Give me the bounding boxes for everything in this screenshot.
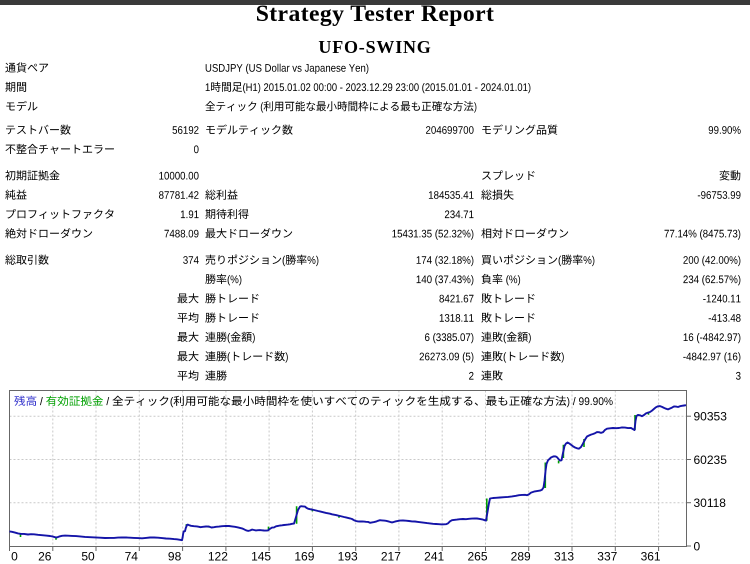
svg-text:145: 145 <box>251 549 271 563</box>
svg-text:169: 169 <box>294 549 314 563</box>
svg-text:26: 26 <box>38 549 52 563</box>
svg-text:98: 98 <box>168 549 182 563</box>
svg-text:74: 74 <box>125 549 139 563</box>
svg-text:265: 265 <box>467 549 487 563</box>
svg-text:361: 361 <box>641 549 661 563</box>
svg-text:193: 193 <box>338 549 358 563</box>
svg-text:122: 122 <box>208 549 228 563</box>
svg-text:30118: 30118 <box>694 496 727 510</box>
svg-text:289: 289 <box>511 549 531 563</box>
svg-text:217: 217 <box>381 549 401 563</box>
svg-text:241: 241 <box>424 549 444 563</box>
svg-text:313: 313 <box>554 549 574 563</box>
svg-text:90353: 90353 <box>694 410 728 424</box>
svg-text:337: 337 <box>597 549 617 563</box>
svg-text:0: 0 <box>694 539 701 553</box>
svg-text:50: 50 <box>81 549 95 563</box>
svg-text:0: 0 <box>11 549 18 563</box>
svg-text:60235: 60235 <box>694 453 728 467</box>
